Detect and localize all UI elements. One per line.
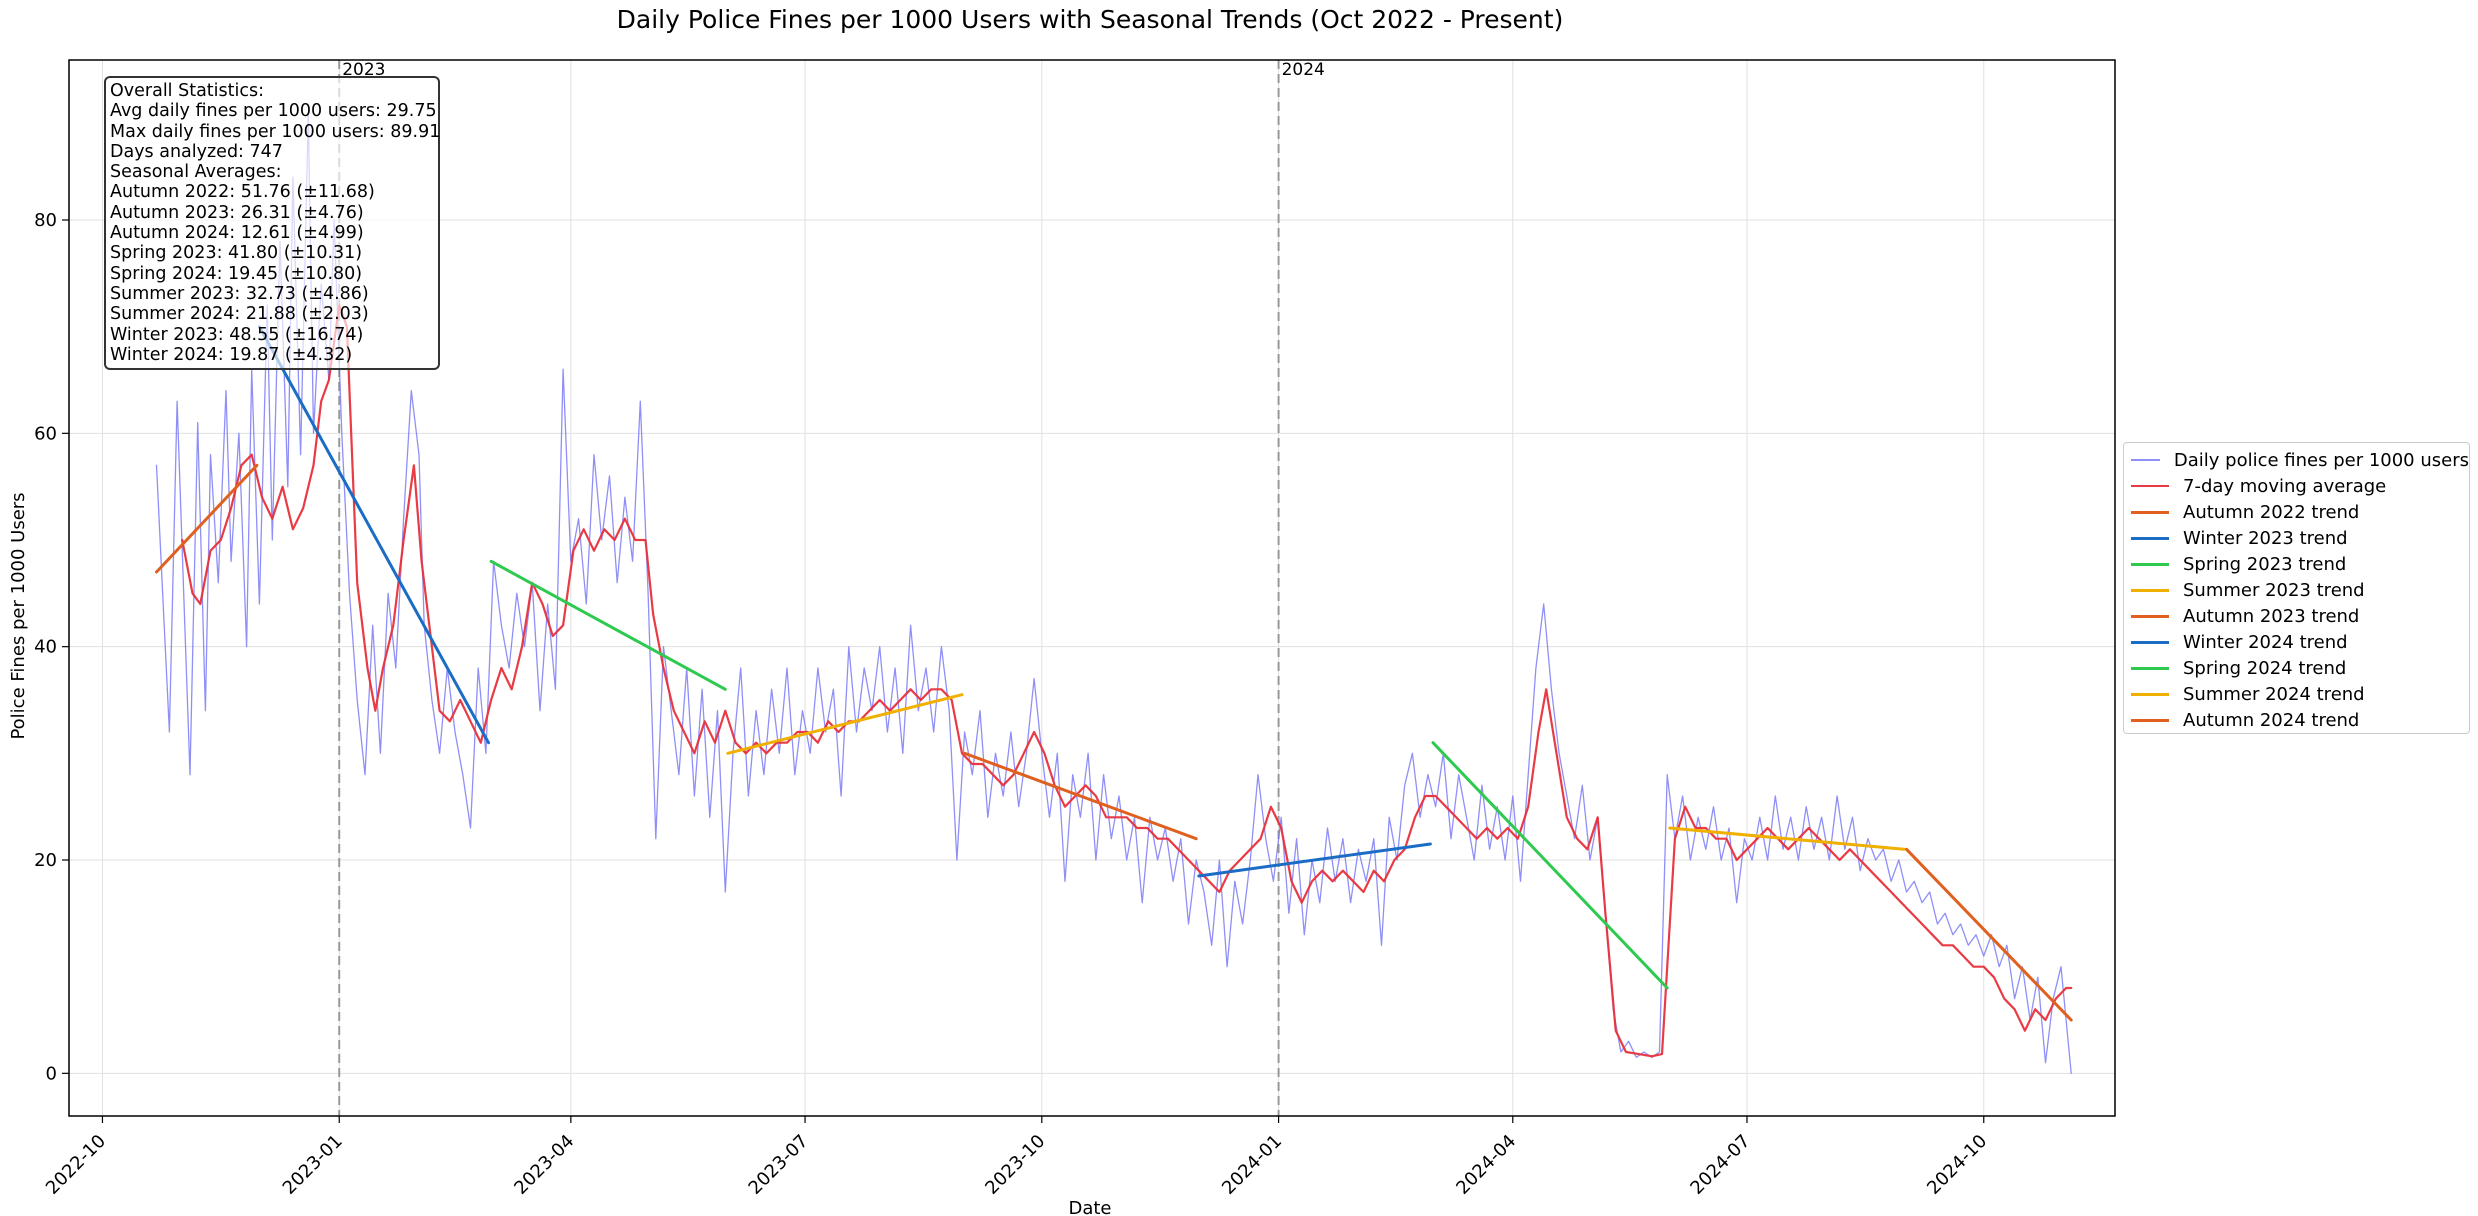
series-line-spring-2024-trend [1431,741,1669,990]
y-axis-ticks: 0 20 40 60 80 [34,210,69,1084]
series-line-spring-2023-trend [489,559,727,691]
legend-swatch [2131,485,2169,487]
legend-item: Summer 2023 trend [2131,577,2469,603]
legend-label: Spring 2024 trend [2183,657,2347,679]
plot-frame [68,59,2116,1117]
statistics-line: Autumn 2022: 51.76 (±11.68) [110,182,375,203]
statistics-line: Spring 2023: 41.80 (±10.31) [110,243,363,264]
legend-swatch [2131,562,2169,566]
grid [69,60,2115,1116]
legend-item: Autumn 2022 trend [2131,499,2469,525]
statistics-line: Summer 2023: 32.73 (±4.86) [110,283,369,304]
year-marker-label: 2024 [1282,60,1325,80]
legend-label: Autumn 2022 trend [2183,501,2360,523]
legend: Daily police fines per 1000 users 7-day m… [2123,442,2470,734]
legend-item: Winter 2024 trend [2131,629,2469,655]
series-line-autumn-2024-trend [1905,847,2073,1022]
x-axis-label: Date [1068,1198,1111,1216]
statistics-line: Overall Statistics: [110,81,264,101]
legend-label: Summer 2023 trend [2183,579,2365,601]
x-tick-label: 2024-01 [1218,1131,1286,1199]
x-tick-label: 2024-04 [1452,1131,1520,1199]
series-line-winter-2024-trend [1197,842,1432,878]
y-axis-label: Police Fines per 1000 Users [8,492,29,739]
x-tick-label: 2022-10 [42,1131,110,1199]
x-tick-label: 2024-07 [1686,1131,1754,1199]
x-tick-label: 2023-01 [279,1131,347,1199]
y-tick-label: 20 [34,850,57,871]
legend-label: Winter 2024 trend [2183,631,2348,653]
legend-swatch [2131,459,2160,461]
statistics-line: Avg daily fines per 1000 users: 29.75 [110,101,437,122]
legend-label: Spring 2023 trend [2183,553,2347,575]
legend-label: 7-day moving average [2183,475,2387,497]
legend-label: Winter 2023 trend [2183,527,2348,549]
legend-item: Autumn 2023 trend [2131,603,2469,629]
y-tick-label: 0 [46,1063,57,1084]
year-marker-label: 2023 [342,60,385,80]
x-axis-ticks: 2022-10 2023-01 2023-04 2023-07 2023-10 2024-… [42,1116,1991,1199]
y-tick-label: 40 [34,637,57,658]
plot-series [155,112,2073,1074]
x-tick-label: 2023-07 [745,1131,813,1199]
legend-swatch [2131,510,2169,514]
legend-swatch [2131,640,2169,644]
x-tick-label: 2024-10 [1923,1131,1991,1199]
statistics-line: Days analyzed: 747 [110,141,283,162]
legend-label: Summer 2024 trend [2183,683,2365,705]
legend-item: 7-day moving average [2131,473,2469,499]
statistics-line: Seasonal Averages: [110,162,282,183]
legend-swatch [2131,536,2169,540]
series-line-daily-police-fines-per-1000-users [155,112,2072,1074]
series-line-summer-2023-trend [726,693,964,755]
legend-swatch [2131,718,2169,722]
legend-item: Summer 2024 trend [2131,681,2469,707]
x-tick-label: 2023-10 [981,1131,1049,1199]
legend-swatch [2131,588,2169,592]
statistics-line: Winter 2024: 19.87 (±4.32) [110,344,353,365]
statistics-line: Summer 2024: 21.88 (±2.03) [110,304,369,325]
statistics-line: Winter 2023: 48.55 (±16.74) [110,324,364,345]
y-tick-label: 60 [34,423,57,444]
legend-swatch [2131,666,2169,670]
legend-label: Autumn 2024 trend [2183,709,2360,731]
series-line-autumn-2022-trend [155,463,259,574]
legend-label: Daily police fines per 1000 users [2173,449,2469,471]
legend-swatch [2131,692,2169,696]
legend-item: Autumn 2024 trend [2131,707,2469,733]
legend-swatch [2131,614,2169,618]
statistics-line: Autumn 2024: 12.61 (±4.99) [110,223,364,244]
chart-title: Daily Police Fines per 1000 Users with S… [617,5,1564,34]
series-line-autumn-2023-trend [963,751,1198,841]
statistics-line: Spring 2024: 19.45 (±10.80) [110,263,363,284]
statistics-box: Overall Statistics: Avg daily fines per 1… [104,76,441,371]
x-tick-label: 2023-04 [510,1131,578,1199]
series-line-summer-2024-trend [1668,826,1906,851]
series-line-winter-2023-trend [257,325,490,745]
legend-label: Autumn 2023 trend [2183,605,2360,627]
statistics-line: Max daily fines per 1000 users: 89.91 [110,121,441,142]
year-markers: 2023 2024 [338,60,1325,1116]
y-tick-label: 80 [34,210,57,231]
statistics-line: Autumn 2023: 26.31 (±4.76) [110,202,364,223]
legend-item: Spring 2024 trend [2131,655,2469,681]
series-line-7-day-moving-average [181,304,2073,1058]
legend-item: Winter 2023 trend [2131,525,2469,551]
legend-item: Daily police fines per 1000 users [2131,447,2469,473]
legend-item: Spring 2023 trend [2131,551,2469,577]
